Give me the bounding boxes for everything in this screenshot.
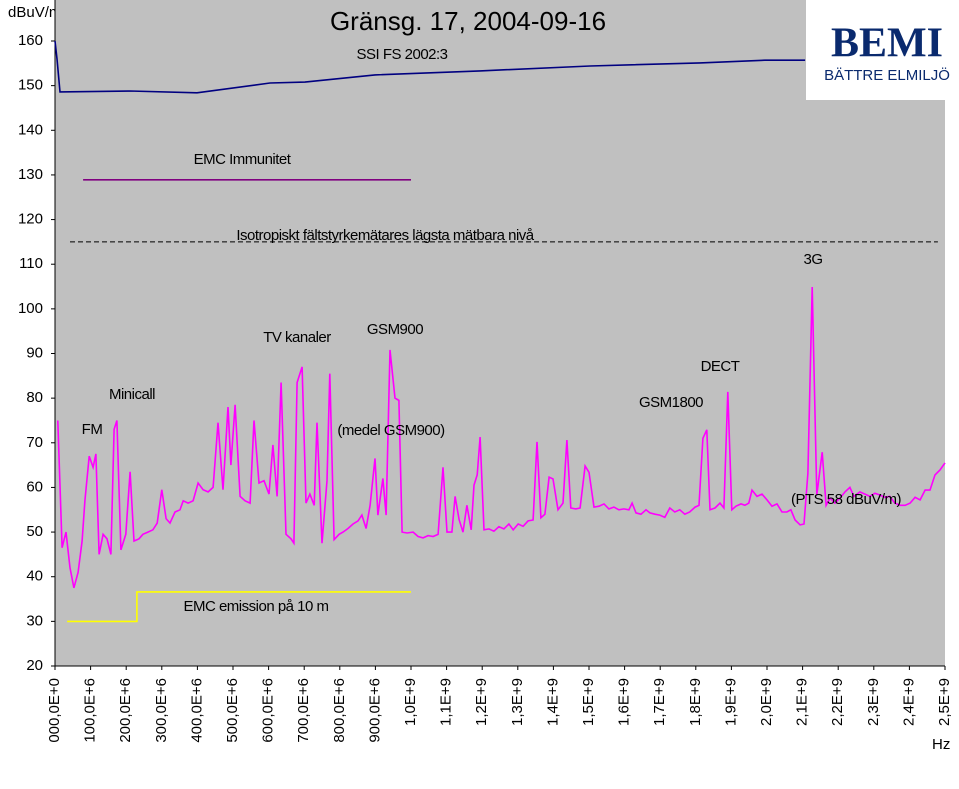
x-tick-label: 400,0E+6: [188, 678, 205, 743]
x-tick-label: 500,0E+6: [224, 678, 241, 743]
series-line: [67, 591, 411, 623]
annotation: EMC Immunitet: [194, 151, 292, 168]
x-tick-label: 800,0E+6: [331, 678, 348, 743]
x-axis-label: Hz: [932, 736, 950, 753]
x-tick-label: 1,6E+9: [616, 678, 633, 726]
x-tick-label: 2,5E+9: [936, 678, 953, 726]
annotation: (PTS 58 dBuV/m): [791, 491, 902, 508]
y-tick-label: 110: [19, 255, 43, 272]
x-tick-label: 2,0E+9: [758, 678, 775, 726]
plot-area: [55, 0, 945, 666]
annotation: SSI FS 2002:3: [356, 46, 447, 63]
x-tick-label: 100,0E+6: [82, 678, 99, 743]
x-tick-label: 900,0E+6: [366, 678, 383, 743]
y-tick-label: 120: [18, 211, 43, 228]
x-tick-label: 1,9E+9: [722, 678, 739, 726]
x-tick-label: 1,3E+9: [509, 678, 526, 726]
x-tick-label: 1,4E+9: [544, 678, 561, 726]
x-tick-label: 1,5E+9: [580, 678, 597, 726]
logo-box: [806, 0, 959, 100]
x-tick-label: 1,8E+9: [687, 678, 704, 726]
x-tick-label: 700,0E+6: [295, 678, 312, 743]
y-tick-label: 90: [26, 344, 43, 361]
y-tick-label: 160: [18, 32, 43, 49]
series-line: [54, 40, 806, 94]
x-tick-label: 2,2E+9: [829, 678, 846, 726]
y-tick-label: 140: [18, 121, 43, 138]
logo-title: BEMI: [831, 21, 943, 67]
annotation: (medel GSM900): [337, 422, 445, 439]
x-tick-label: 2,3E+9: [865, 678, 882, 726]
x-tick-label: 2,1E+9: [794, 678, 811, 726]
y-tick-label: 100: [18, 300, 43, 317]
annotation: GSM900: [367, 321, 423, 338]
x-tick-label: 200,0E+6: [117, 678, 134, 743]
y-tick-label: 20: [26, 657, 43, 674]
x-tick-label: 1,7E+9: [651, 678, 668, 726]
annotation: FM: [82, 421, 103, 438]
chart-title: Gränsg. 17, 2004-09-16: [330, 6, 606, 36]
y-tick-label: 60: [26, 478, 43, 495]
x-tick-label: 2,4E+9: [900, 678, 917, 726]
y-axis-label: dBuV/m: [8, 4, 61, 21]
series-line: [57, 286, 946, 589]
annotation: 3G: [803, 251, 822, 268]
x-tick-label: 1,2E+9: [473, 678, 490, 726]
y-tick-label: 80: [26, 389, 43, 406]
annotation: DECT: [701, 358, 740, 375]
y-tick-label: 70: [26, 434, 43, 451]
y-tick-label: 30: [26, 612, 43, 629]
x-tick-label: 600,0E+6: [260, 678, 277, 743]
logo-subtitle: BÄTTRE ELMILJÖ: [824, 66, 950, 84]
x-tick-label: 1,1E+9: [438, 678, 455, 726]
y-tick-label: 150: [18, 77, 43, 94]
annotation: Minicall: [109, 386, 155, 403]
y-tick-label: 40: [26, 568, 43, 585]
y-tick-label: 130: [18, 166, 43, 183]
annotation: GSM1800: [639, 394, 703, 411]
annotation: TV kanaler: [263, 329, 331, 346]
x-tick-label: 300,0E+6: [153, 678, 170, 743]
annotation: EMC emission på 10 m: [183, 598, 328, 615]
annotation: Isotropiskt fältstyrkemätares lägsta mät…: [236, 227, 534, 244]
x-tick-label: 000,0E+0: [46, 678, 63, 743]
y-tick-label: 50: [26, 523, 43, 540]
x-tick-label: 1,0E+9: [402, 678, 419, 726]
